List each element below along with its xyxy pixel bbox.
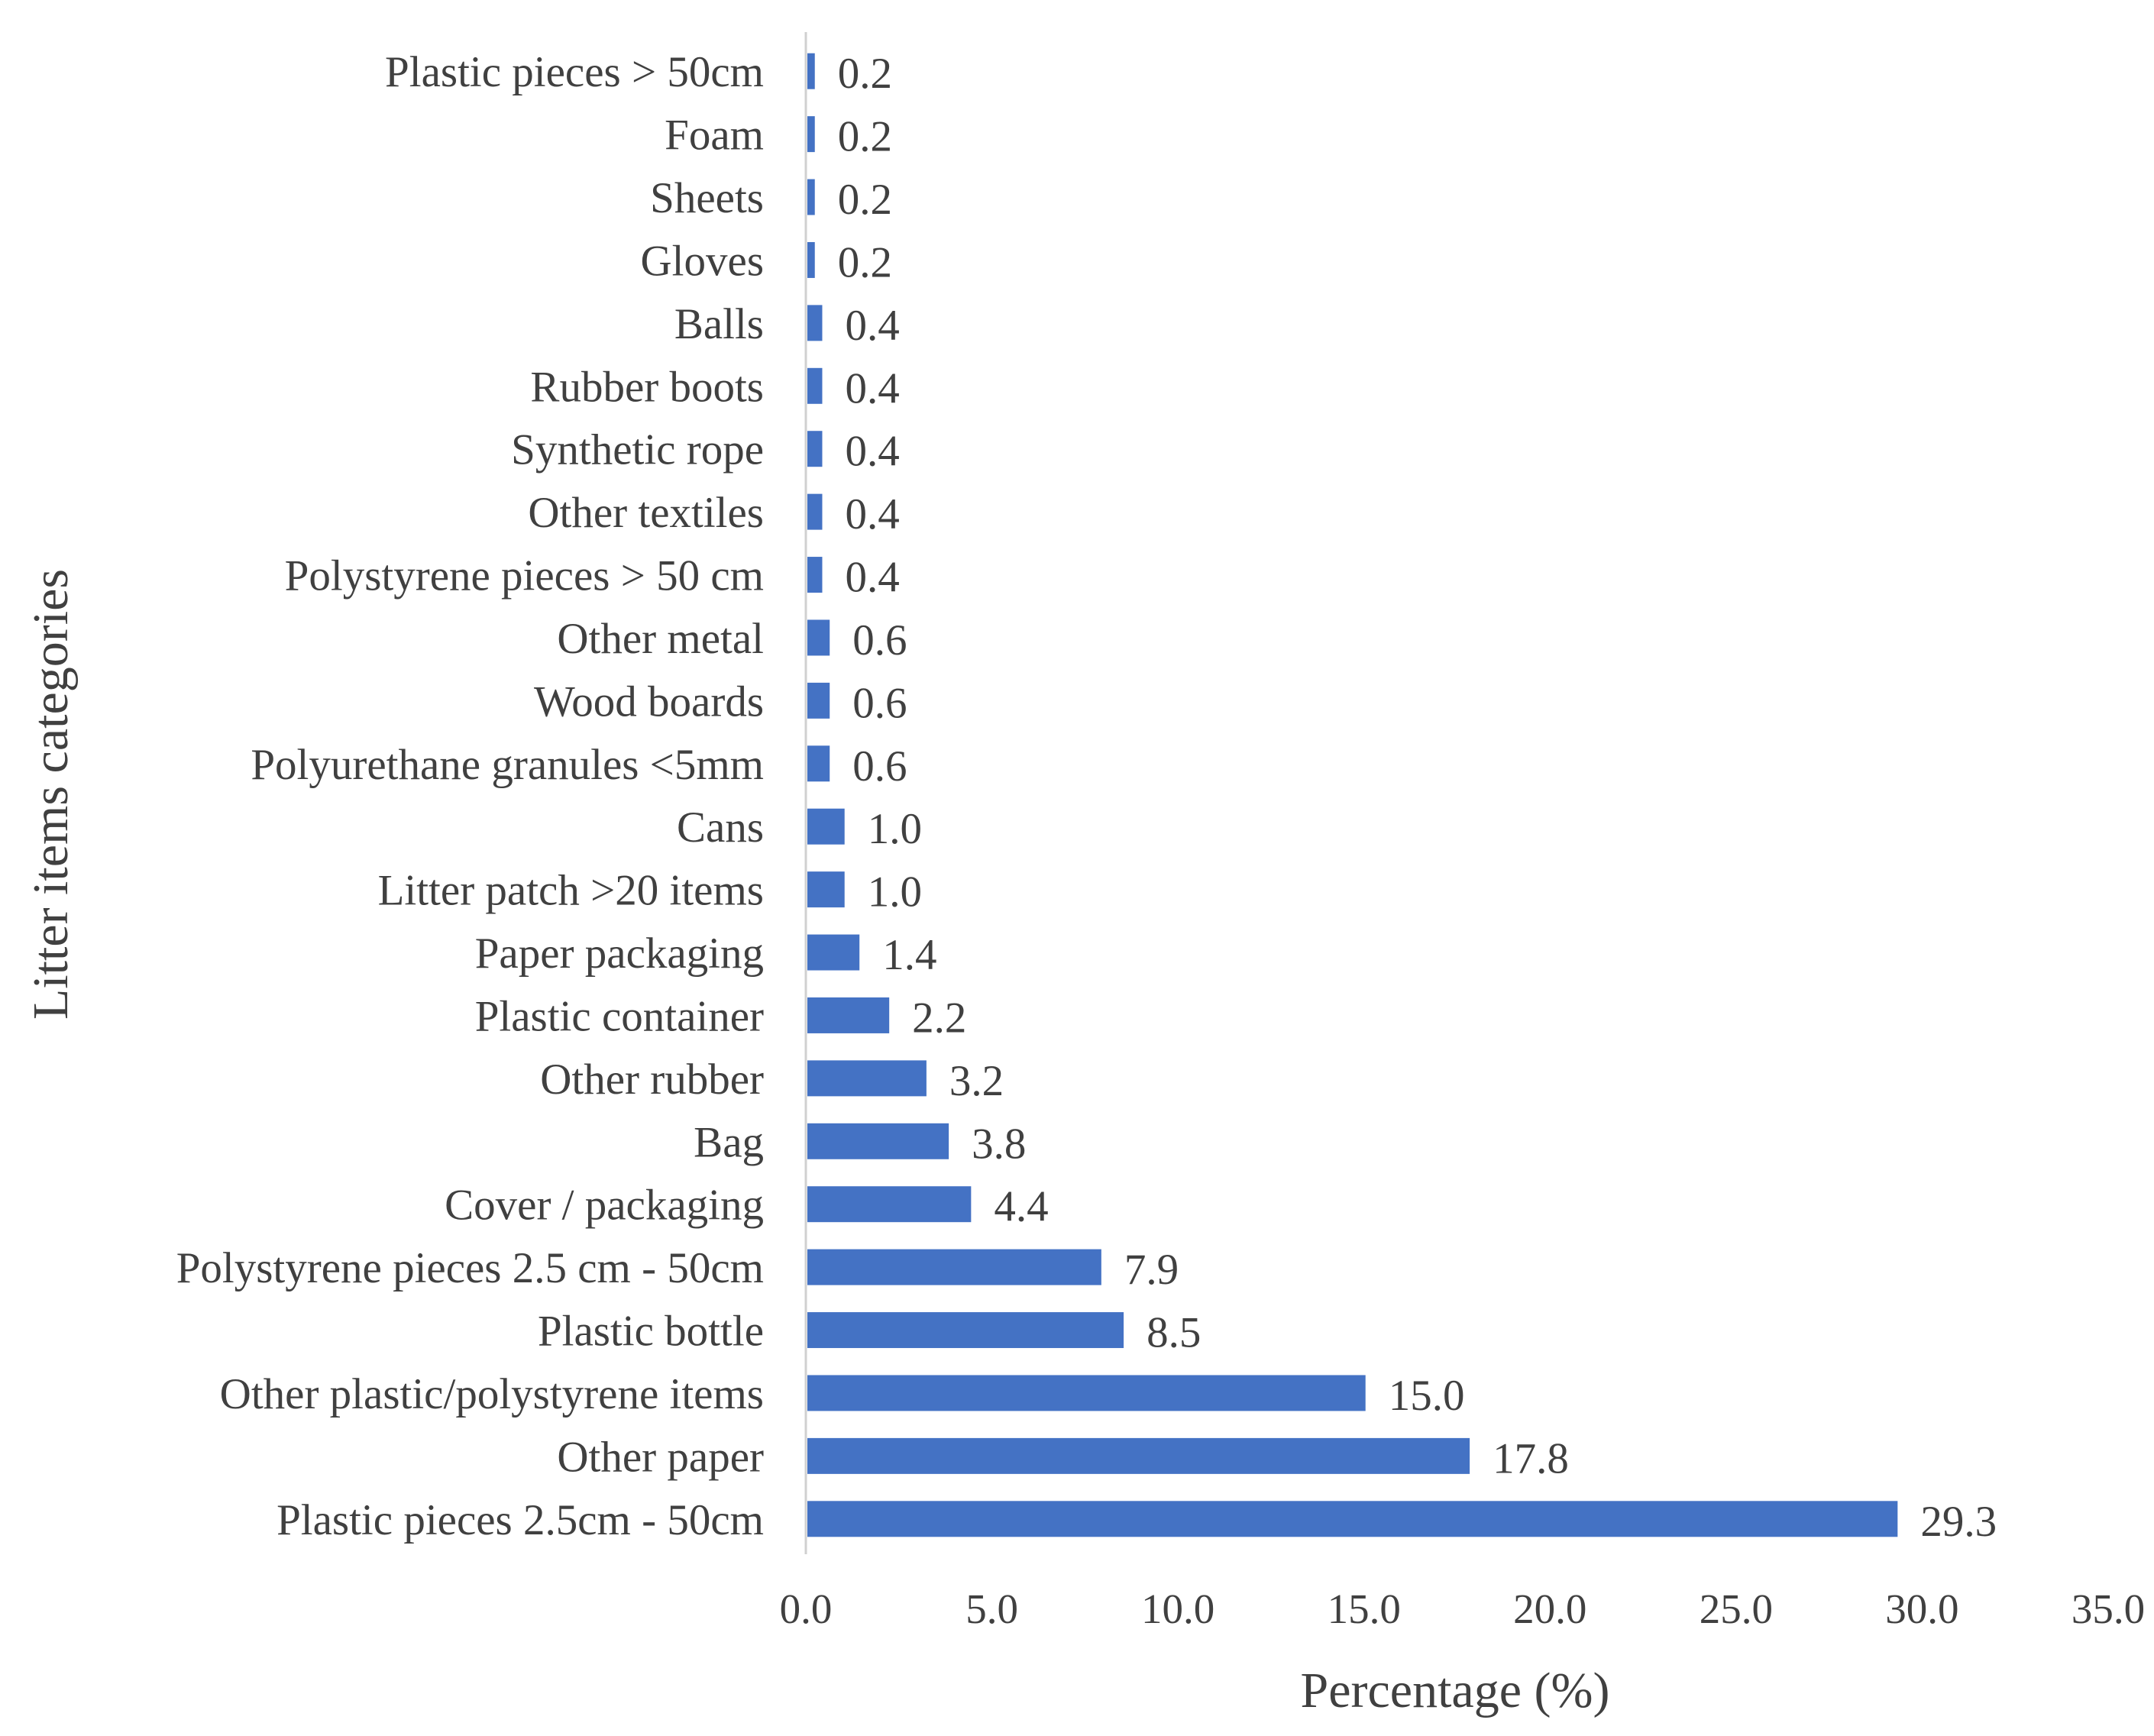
value-labels: 0.2 0.2 0.2 0.2 0.4 0.4 0.4 0.4 0.4 0.6 0.6 0.6 1.0 1… [838,50,1997,1546]
data-label: 0.2 [838,176,892,224]
category-label: Cans [677,803,764,852]
x-tick-labels: 0.0 5.0 10.0 15.0 20.0 25.0 30.0 35.0 [780,1586,2146,1632]
data-label: 17.8 [1493,1434,1569,1482]
data-label: 8.5 [1147,1309,1201,1357]
x-axis-title: Percentage (%) [1301,1663,1610,1718]
category-label: Bag [694,1118,764,1166]
category-label: Other metal [557,615,764,663]
category-label: Other plastic/polystyrene items [220,1370,764,1418]
data-label: 15.0 [1389,1372,1465,1420]
data-label: 1.0 [868,868,922,916]
data-label: 1.0 [868,805,922,853]
data-label: 0.4 [845,302,899,350]
category-label: Polystyrene pieces > 50 cm [285,552,764,600]
x-tick-label: 15.0 [1328,1586,1401,1632]
bar [807,682,830,719]
data-label: 0.2 [838,113,892,161]
bar [807,1375,1366,1411]
category-label: Plastic container [475,992,764,1040]
data-label: 3.8 [972,1120,1026,1168]
data-label: 1.4 [882,931,936,979]
category-label: Wood boards [534,677,764,726]
data-label: 0.2 [838,50,892,98]
bar [807,1123,949,1159]
bar [807,1312,1124,1349]
data-label: 0.6 [852,616,907,664]
data-label: 0.4 [845,490,899,538]
category-label: Other paper [557,1433,764,1481]
category-label: Plastic bottle [538,1308,764,1356]
bar [807,934,860,971]
category-labels: Plastic pieces > 50cm Foam Sheets Gloves Bal… [176,48,764,1544]
category-label: Polyurethane granules <5mm [251,741,764,789]
category-label: Foam [665,112,764,160]
data-label: 0.4 [845,364,899,412]
category-label: Balls [674,300,764,348]
bar [807,871,845,908]
bar [807,1186,972,1223]
bar [807,431,823,467]
data-label: 3.2 [949,1057,1004,1105]
bar [807,997,890,1033]
bar [807,619,830,656]
data-label: 7.9 [1124,1246,1179,1294]
data-label: 0.4 [845,554,899,602]
data-label: 4.4 [994,1183,1048,1231]
x-tick-label: 25.0 [1700,1586,1773,1632]
category-label: Polystyrene pieces 2.5 cm - 50cm [176,1244,764,1292]
category-label: Gloves [641,237,764,285]
category-label: Synthetic rope [511,426,764,474]
bar [807,179,815,215]
bar [807,53,815,89]
data-label: 0.6 [852,679,907,727]
x-tick-label: 30.0 [1885,1586,1958,1632]
bar [807,1249,1101,1285]
bar [807,305,823,341]
x-tick-label: 20.0 [1513,1586,1586,1632]
x-tick-label: 5.0 [965,1586,1018,1632]
bar [807,1501,1898,1537]
category-label: Other rubber [540,1056,764,1104]
bar [807,1437,1470,1474]
bar [807,493,823,530]
data-label: 0.4 [845,428,899,476]
category-label: Litter patch >20 items [378,867,764,915]
data-label: 0.6 [852,742,907,790]
category-label: Other textiles [528,489,764,537]
bar [807,116,815,153]
x-tick-label: 10.0 [1141,1586,1214,1632]
y-axis-title: Litter items categories [23,569,79,1020]
chart-bars [807,53,1898,1537]
bar [807,367,823,404]
bar [807,241,815,278]
x-tick-label: 35.0 [2072,1586,2145,1632]
category-label: Paper packaging [475,929,764,978]
category-label: Rubber boots [530,363,764,411]
bar [807,1060,927,1097]
bar [807,808,845,845]
x-tick-label: 0.0 [780,1586,833,1632]
data-label: 29.3 [1920,1498,1997,1546]
bar [807,557,823,593]
category-label: Plastic pieces > 50cm [385,48,764,96]
category-label: Plastic pieces 2.5cm - 50cm [277,1496,764,1544]
category-label: Sheets [650,174,764,222]
data-label: 2.2 [912,994,966,1042]
data-label: 0.2 [838,238,892,286]
bar [807,745,830,782]
category-label: Cover / packaging [445,1182,764,1230]
